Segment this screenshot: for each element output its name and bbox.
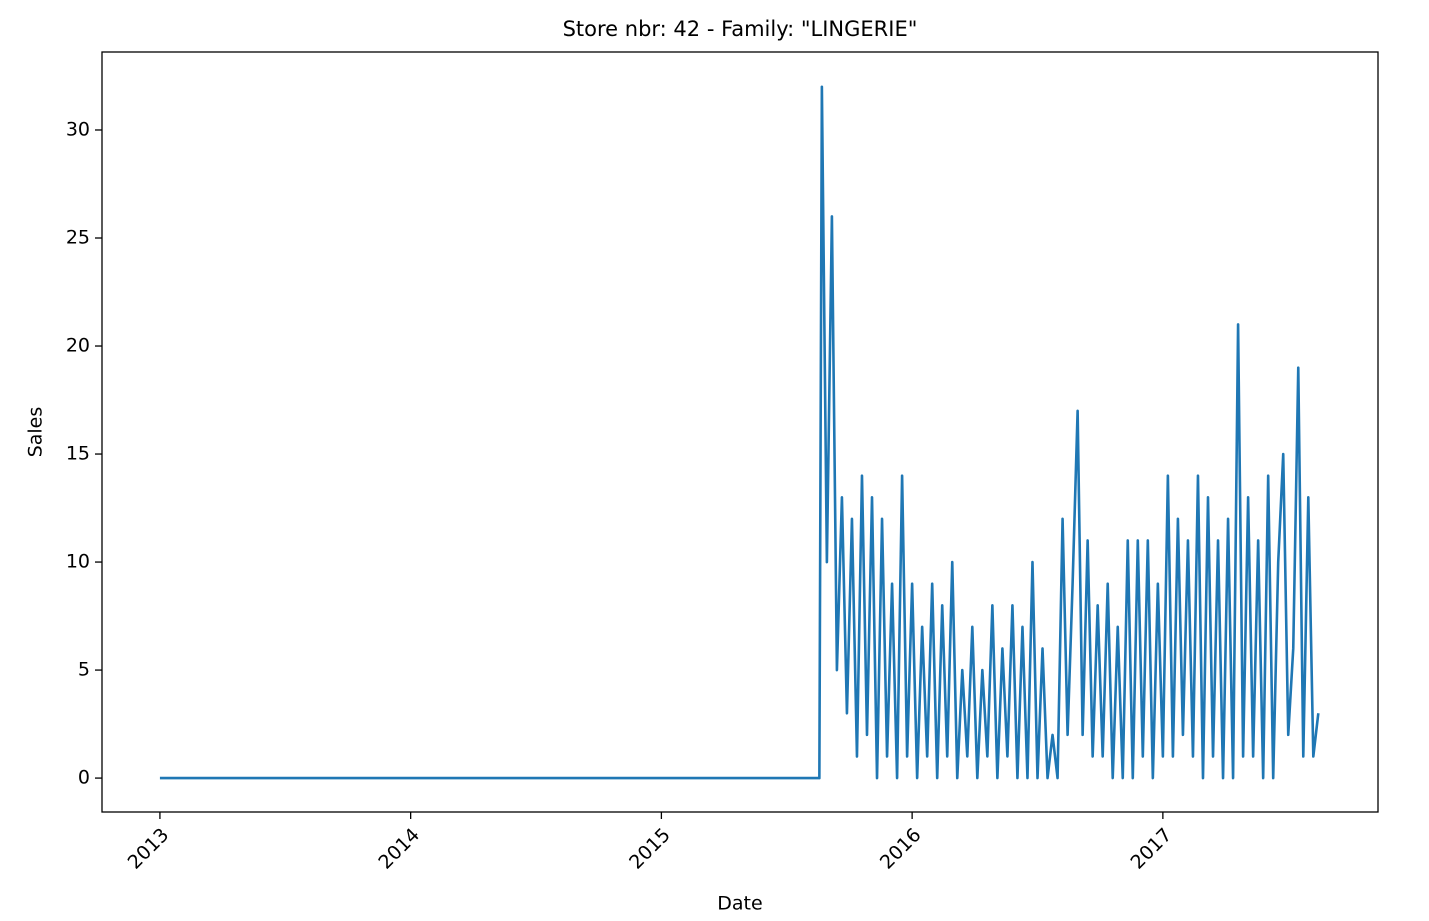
x-tick-label: 2014 <box>374 824 424 874</box>
x-axis-label: Date <box>717 893 762 915</box>
y-tick-label: 25 <box>66 227 90 249</box>
x-tick-label: 2015 <box>625 824 675 874</box>
y-tick-label: 15 <box>66 443 90 465</box>
y-tick-label: 0 <box>78 767 90 789</box>
y-axis-label: Sales <box>25 407 47 458</box>
y-tick-label: 30 <box>66 118 90 140</box>
chart-title: Store nbr: 42 - Family: "LINGERIE" <box>563 17 918 41</box>
data-line <box>159 85 1320 780</box>
x-tick-label: 2017 <box>1127 824 1177 874</box>
x-tick-label: 2016 <box>876 824 926 874</box>
y-tick-label: 20 <box>66 335 90 357</box>
x-tick-label: 2013 <box>124 824 174 874</box>
y-tick-label: 10 <box>66 551 90 573</box>
plot-frame <box>101 51 1379 813</box>
y-tick-label: 5 <box>78 659 90 681</box>
